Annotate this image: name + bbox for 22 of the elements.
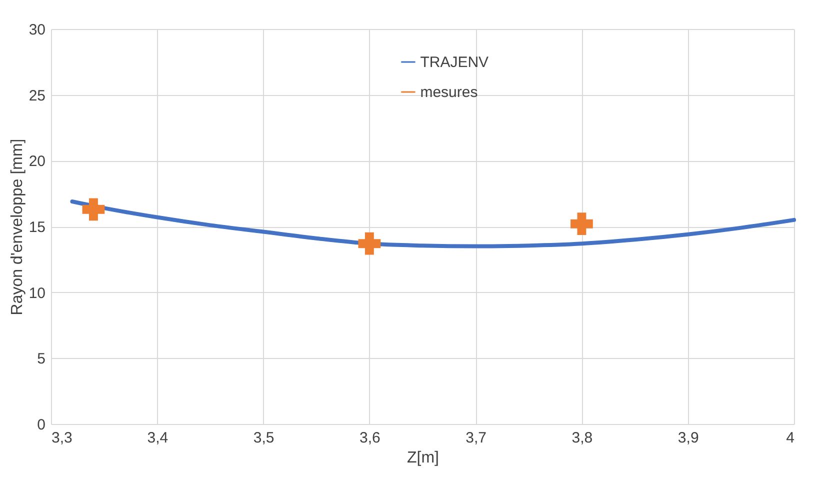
x-tick-label: 3,9 [678,430,699,446]
point [570,212,593,236]
x-tick-label: 3,7 [466,430,486,446]
x-tick-label: 3,8 [572,430,593,446]
point [358,232,381,255]
x-axis-title: Z[m] [407,450,439,466]
y-axis-title: Rayon d'enveloppe [mm] [8,138,26,316]
point [82,198,105,221]
y-tick-label: 10 [28,284,46,302]
x-tick-label: 3,3 [52,430,72,446]
y-tick-label: 5 [37,350,46,368]
x-tick-label: 3,5 [253,430,274,446]
y-tick-label: 20 [28,153,46,170]
y-tick-label: 15 [28,219,46,236]
legend-label: TRAJENV [420,54,489,71]
x-tick-label: 3,6 [360,430,380,446]
y-tick-label: 0 [37,416,46,434]
y-tick-label: 30 [28,22,46,38]
legend-label: mesures [420,84,478,101]
x-tick-label: 3,4 [147,430,168,446]
y-tick-label: 25 [28,87,46,104]
x-tick-label: 4 [786,430,794,446]
